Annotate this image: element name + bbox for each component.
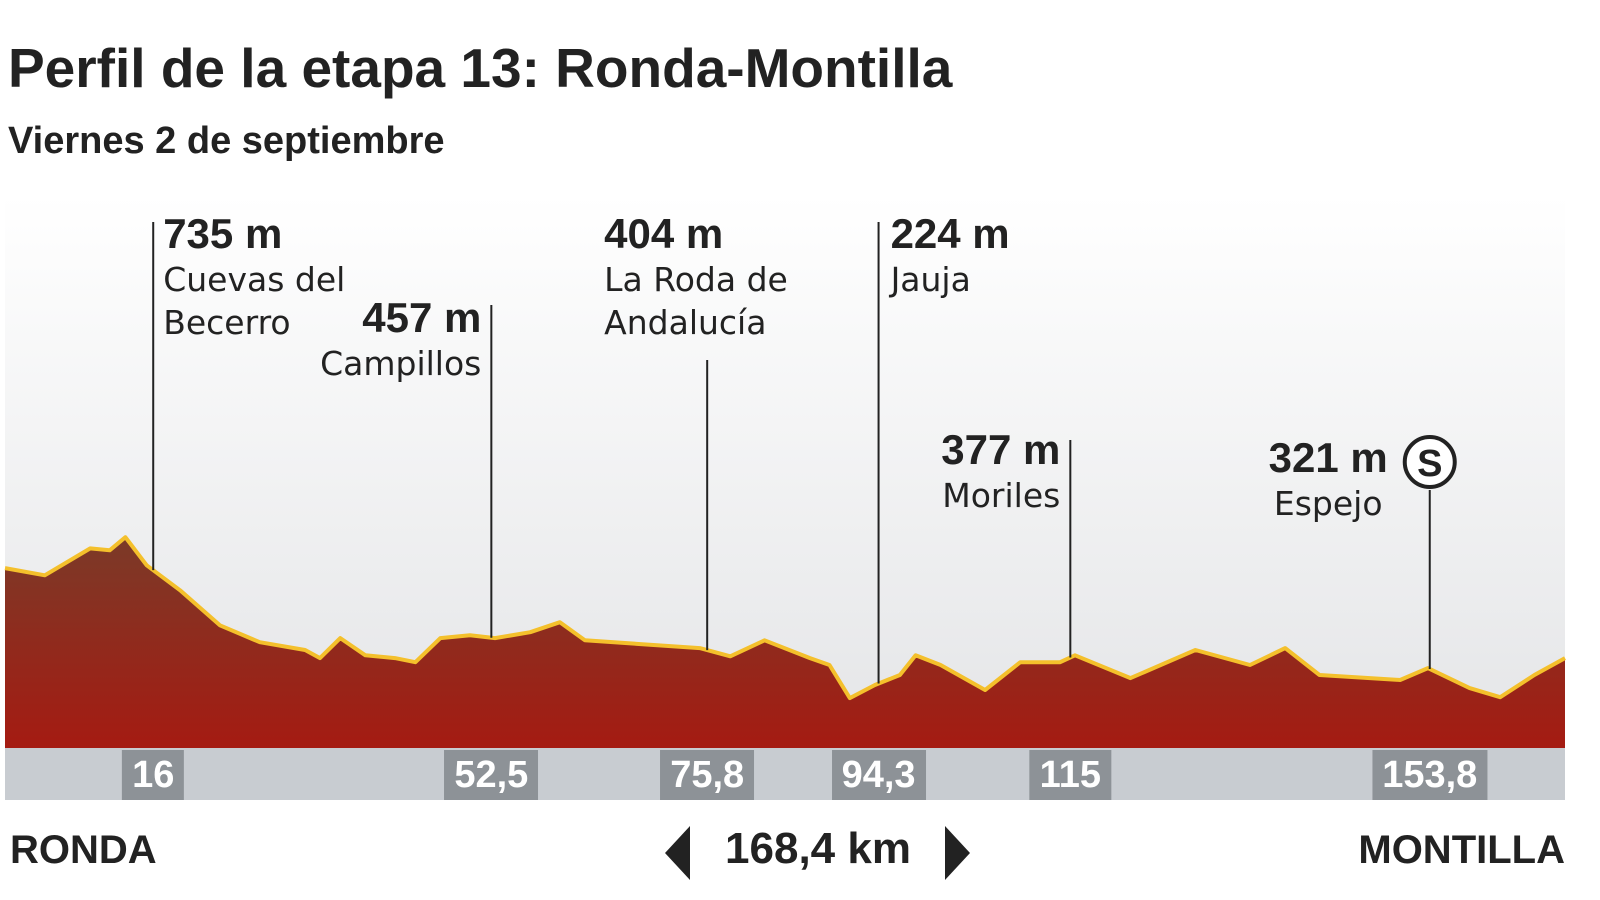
elevation-label: 735 m <box>163 210 283 257</box>
km-label: 153,8 <box>1372 750 1488 800</box>
place-name: Campillos <box>320 344 482 383</box>
sprint-icon <box>1402 435 1457 489</box>
elevation-label: 404 m <box>604 210 724 257</box>
profile-area <box>5 537 1565 748</box>
subtitle: Viernes 2 de septiembre <box>8 120 445 162</box>
distance-band <box>5 748 1565 800</box>
km-label: 52,5 <box>444 750 539 800</box>
arrow-left <box>665 826 690 880</box>
start-label: RONDA <box>10 828 157 872</box>
point-label: 404 m La Roda de Andalucía <box>604 210 819 344</box>
km-label: 16 <box>122 750 185 800</box>
place-name: Espejo <box>1273 484 1383 523</box>
elevation-label: 224 m <box>890 210 1010 257</box>
profile-line <box>4 535 1566 701</box>
sprint-icon-label: S <box>1417 443 1442 485</box>
place-name: Cuevas del Becerro <box>163 260 346 342</box>
place-name: Moriles <box>942 476 1061 515</box>
end-label: MONTILLA <box>1358 828 1565 872</box>
place-name: La Roda de Andalucía <box>604 260 788 342</box>
km-label: 75,8 <box>660 750 755 800</box>
title: Perfil de la etapa 13: Ronda-Montilla <box>8 37 953 99</box>
point-label: 457 m Campillos <box>320 294 481 385</box>
point-label: 735 m Cuevas del Becerro <box>163 210 378 344</box>
arrow-right <box>945 826 970 880</box>
point-label: 224 m Jauja <box>891 210 1106 301</box>
km-label: 94,3 <box>831 750 926 800</box>
elevation-label: 377 m <box>941 426 1061 473</box>
distance-label: 168,4 km <box>725 824 911 873</box>
point-label: 321 m Espejo <box>1269 434 1388 525</box>
elevation-label: 321 m <box>1268 434 1388 481</box>
elevation-label: 457 m <box>362 294 482 341</box>
km-label: 115 <box>1029 750 1111 800</box>
point-label: 377 m Moriles <box>941 426 1060 517</box>
place-name: Jauja <box>890 260 971 299</box>
